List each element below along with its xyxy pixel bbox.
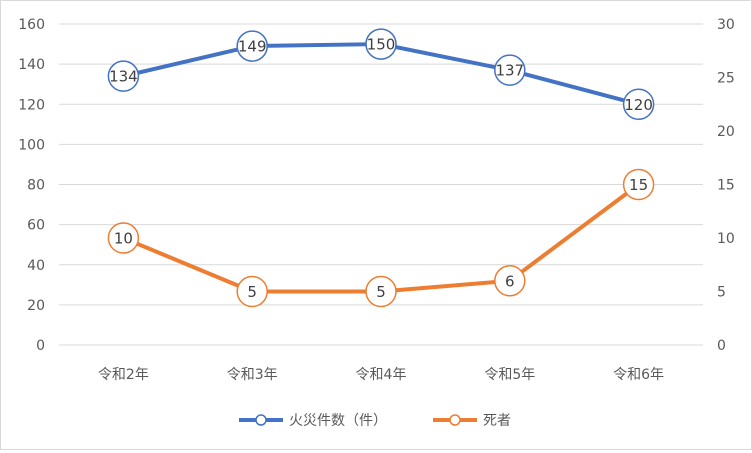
data-label: 15	[629, 176, 648, 194]
legend: 火災件数（件） 死者	[239, 413, 511, 429]
data-label: 134	[109, 68, 138, 86]
left-tick-label: 60	[27, 218, 45, 234]
data-label: 137	[495, 62, 524, 80]
right-y-axis: 0 5 10 15 20 25 30	[717, 17, 735, 354]
x-tick-label: 令和4年	[356, 367, 407, 383]
legend-item: 死者	[433, 413, 511, 429]
gridlines	[59, 23, 703, 346]
data-label: 149	[238, 38, 267, 56]
data-point	[365, 28, 397, 60]
legend-label: 火災件数（件）	[289, 413, 387, 429]
series-0: 134 149 150 137 120	[107, 28, 655, 120]
right-tick-label: 25	[717, 71, 735, 87]
legend-item: 火災件数（件）	[239, 413, 387, 429]
series-1: 10 5 5 6 15	[107, 168, 655, 308]
data-point	[107, 222, 140, 254]
data-label: 120	[624, 96, 653, 114]
left-tick-label: 160	[18, 17, 45, 33]
right-tick-label: 0	[717, 338, 726, 354]
x-axis: 令和2年 令和3年 令和4年 令和5年 令和6年	[98, 367, 664, 383]
x-tick-label: 令和5年	[484, 367, 535, 383]
right-tick-label: 20	[717, 124, 735, 140]
data-point	[622, 88, 655, 120]
left-y-axis: 0 20 40 60 80 100 120 140 160	[18, 17, 45, 354]
data-point	[494, 265, 526, 297]
data-label: 10	[114, 230, 133, 248]
data-point	[365, 275, 397, 308]
left-tick-label: 40	[27, 258, 45, 274]
data-point	[107, 60, 140, 92]
legend-marker	[449, 414, 461, 426]
data-label: 6	[505, 272, 515, 290]
legend-marker	[255, 414, 267, 426]
data-point	[622, 168, 655, 201]
left-tick-label: 100	[18, 137, 45, 153]
left-tick-label: 120	[18, 97, 45, 113]
data-label: 5	[247, 283, 257, 301]
x-tick-label: 令和6年	[613, 367, 664, 383]
x-tick-label: 令和3年	[227, 367, 278, 383]
data-point	[236, 30, 268, 62]
series-lines: 134 149 150 137 120 10 5 5 6 15	[107, 28, 655, 308]
right-tick-label: 10	[717, 231, 735, 247]
right-tick-label: 5	[717, 285, 726, 301]
right-tick-label: 30	[717, 17, 735, 33]
x-tick-label: 令和2年	[98, 367, 149, 383]
data-point	[236, 275, 268, 308]
right-tick-label: 15	[717, 178, 735, 194]
left-tick-label: 0	[36, 338, 45, 354]
data-point	[494, 54, 526, 86]
left-tick-label: 20	[27, 298, 45, 314]
left-tick-label: 80	[27, 178, 45, 194]
legend-label: 死者	[483, 413, 511, 429]
series-line	[121, 182, 641, 294]
data-label: 5	[376, 283, 386, 301]
data-label: 150	[367, 36, 396, 54]
left-tick-label: 140	[18, 57, 45, 73]
